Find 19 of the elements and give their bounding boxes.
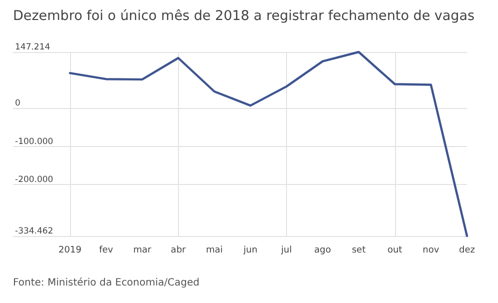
y-tick-label: 147.214 [15, 42, 50, 52]
x-tick-label: set [352, 246, 366, 256]
source-note: Fonte: Ministério da Economia/Caged [13, 278, 200, 288]
x-tick-label: nov [422, 246, 440, 256]
x-tick-label: 2019 [58, 246, 82, 256]
x-tick-label: ago [314, 246, 332, 256]
y-tick-label: 0 [15, 98, 20, 109]
y-tick-label: -100.000 [15, 136, 54, 147]
x-tick-label: abr [170, 246, 186, 256]
chart-title: Dezembro foi o único mês de 2018 a registrar fechamento de vagas [13, 8, 475, 24]
x-tick-label: out [387, 246, 403, 256]
x-tick-label: jul [280, 246, 292, 256]
x-tick-label: mai [206, 246, 223, 256]
x-tick-label: fev [99, 246, 114, 256]
x-tick-label: mar [133, 246, 152, 256]
x-tick-label: dez [459, 246, 476, 256]
y-tick-label: -334.462 [15, 226, 54, 236]
x-tick-label: jun [242, 246, 258, 256]
y-tick-label: -200.000 [15, 175, 54, 186]
